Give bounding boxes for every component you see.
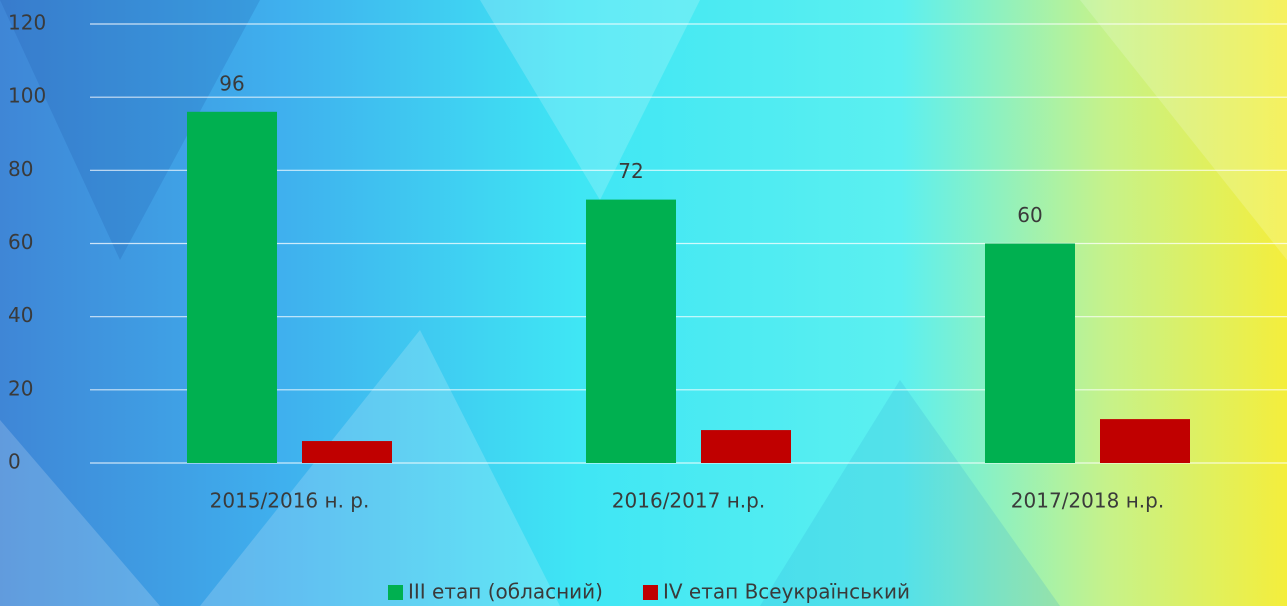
bar xyxy=(586,199,676,463)
legend-label: III етап (обласний) xyxy=(408,580,603,604)
bar xyxy=(1100,419,1190,463)
legend-label: IV етап Всеукраїнський xyxy=(663,580,910,604)
bar xyxy=(701,430,791,463)
x-tick-label: 2016/2017 н.р. xyxy=(612,489,765,513)
y-tick-label: 60 xyxy=(8,230,33,254)
y-tick-label: 120 xyxy=(8,11,46,35)
data-label: 72 xyxy=(618,159,643,183)
y-tick-label: 40 xyxy=(8,303,33,327)
x-tick-label: 2015/2016 н. р. xyxy=(210,489,370,513)
legend-swatch xyxy=(388,585,403,600)
legend-swatch xyxy=(642,585,658,600)
bar xyxy=(985,243,1075,463)
bar xyxy=(302,441,392,463)
y-tick-label: 100 xyxy=(8,84,46,108)
data-label: 60 xyxy=(1017,203,1042,227)
x-tick-label: 2017/2018 н.р. xyxy=(1011,489,1164,513)
y-tick-label: 20 xyxy=(8,376,33,400)
y-tick-label: 0 xyxy=(8,450,21,474)
legend: III етап (обласний) IV етап Всеукраїнськи… xyxy=(388,580,910,604)
bar xyxy=(187,111,277,464)
data-label: 96 xyxy=(219,71,244,95)
y-tick-label: 80 xyxy=(8,157,33,181)
